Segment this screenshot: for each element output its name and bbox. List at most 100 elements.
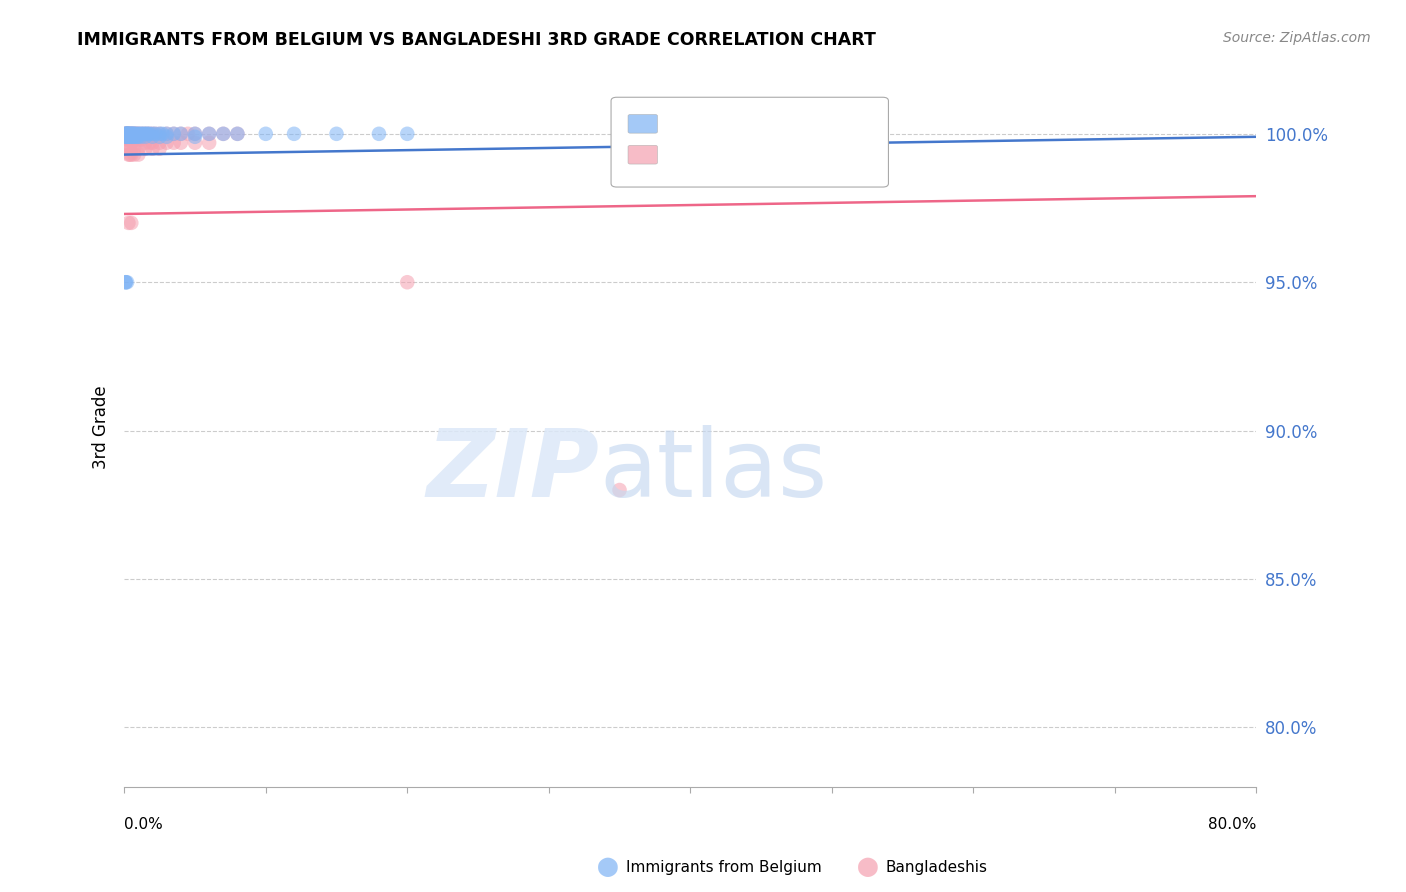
Point <box>129 127 152 141</box>
Point <box>149 127 172 141</box>
Point <box>184 129 207 144</box>
Point <box>136 127 159 141</box>
Point <box>198 127 221 141</box>
Point <box>117 127 139 141</box>
Point <box>141 127 163 141</box>
Point <box>120 142 142 156</box>
Point <box>134 127 156 141</box>
Y-axis label: 3rd Grade: 3rd Grade <box>93 386 110 469</box>
Point <box>121 127 143 141</box>
Point <box>122 142 145 156</box>
Point <box>117 127 139 141</box>
Point <box>121 127 143 141</box>
Text: ⬤: ⬤ <box>596 857 619 877</box>
Point <box>117 127 139 141</box>
Point <box>115 127 138 141</box>
Point <box>121 133 143 147</box>
Point <box>127 129 149 144</box>
Text: 80.0%: 80.0% <box>1208 817 1257 832</box>
Text: ⬤: ⬤ <box>856 857 879 877</box>
Point <box>156 129 179 144</box>
Point <box>149 127 172 141</box>
Point <box>127 147 149 161</box>
Point <box>127 142 149 156</box>
Text: R =  0.120   N = 65: R = 0.120 N = 65 <box>666 115 830 133</box>
Point <box>138 127 160 141</box>
Point <box>141 142 163 156</box>
Point <box>129 127 152 141</box>
Point <box>122 129 145 144</box>
Text: R =  0.090   N = 61: R = 0.090 N = 61 <box>666 145 828 164</box>
Point <box>120 147 142 161</box>
Point <box>138 127 160 141</box>
Text: 0.0%: 0.0% <box>124 817 163 832</box>
Point <box>129 133 152 147</box>
Point <box>163 136 186 150</box>
Point <box>141 129 163 144</box>
Point <box>198 127 221 141</box>
Point <box>117 127 139 141</box>
Point <box>115 127 138 141</box>
Point <box>121 129 143 144</box>
Point <box>135 127 157 141</box>
Point <box>127 127 149 141</box>
Point <box>120 216 142 230</box>
Point <box>114 275 136 289</box>
Point <box>149 129 172 144</box>
Point <box>134 129 156 144</box>
Point <box>127 133 149 147</box>
Text: atlas: atlas <box>600 425 828 516</box>
Point <box>117 129 139 144</box>
Point <box>115 129 138 144</box>
Point <box>122 133 145 147</box>
Point <box>177 127 200 141</box>
Point <box>156 136 179 150</box>
Point <box>114 127 136 141</box>
Point <box>120 133 142 147</box>
Point <box>114 127 136 141</box>
Point <box>226 127 249 141</box>
Point <box>121 127 143 141</box>
Point <box>156 127 179 141</box>
Point <box>114 127 136 141</box>
Point <box>396 127 419 141</box>
Point <box>132 127 155 141</box>
Point <box>143 127 166 141</box>
Point <box>120 127 142 141</box>
Point <box>124 127 146 141</box>
Point <box>212 127 235 141</box>
Point <box>198 136 221 150</box>
Point <box>122 127 145 141</box>
Point <box>184 127 207 141</box>
Point <box>120 127 142 141</box>
Point <box>115 129 138 144</box>
Point <box>118 142 141 156</box>
Point <box>184 127 207 141</box>
Point <box>115 275 138 289</box>
Point <box>283 127 305 141</box>
Point <box>212 127 235 141</box>
Point <box>117 147 139 161</box>
Point <box>114 129 136 144</box>
Point <box>134 142 156 156</box>
Point <box>117 127 139 141</box>
Text: ZIP: ZIP <box>427 425 600 516</box>
Point <box>122 127 145 141</box>
Point <box>128 127 150 141</box>
Point <box>117 142 139 156</box>
Point <box>118 127 141 141</box>
Point <box>254 127 277 141</box>
Point <box>170 127 193 141</box>
Point <box>115 127 138 141</box>
Point <box>138 136 160 150</box>
Point <box>122 127 145 141</box>
Point <box>127 127 149 141</box>
Point <box>141 136 163 150</box>
Point <box>129 129 152 144</box>
Point <box>115 127 138 141</box>
Point <box>131 127 153 141</box>
Point <box>149 142 172 156</box>
Point <box>114 127 136 141</box>
Point <box>115 127 138 141</box>
Point <box>149 136 172 150</box>
